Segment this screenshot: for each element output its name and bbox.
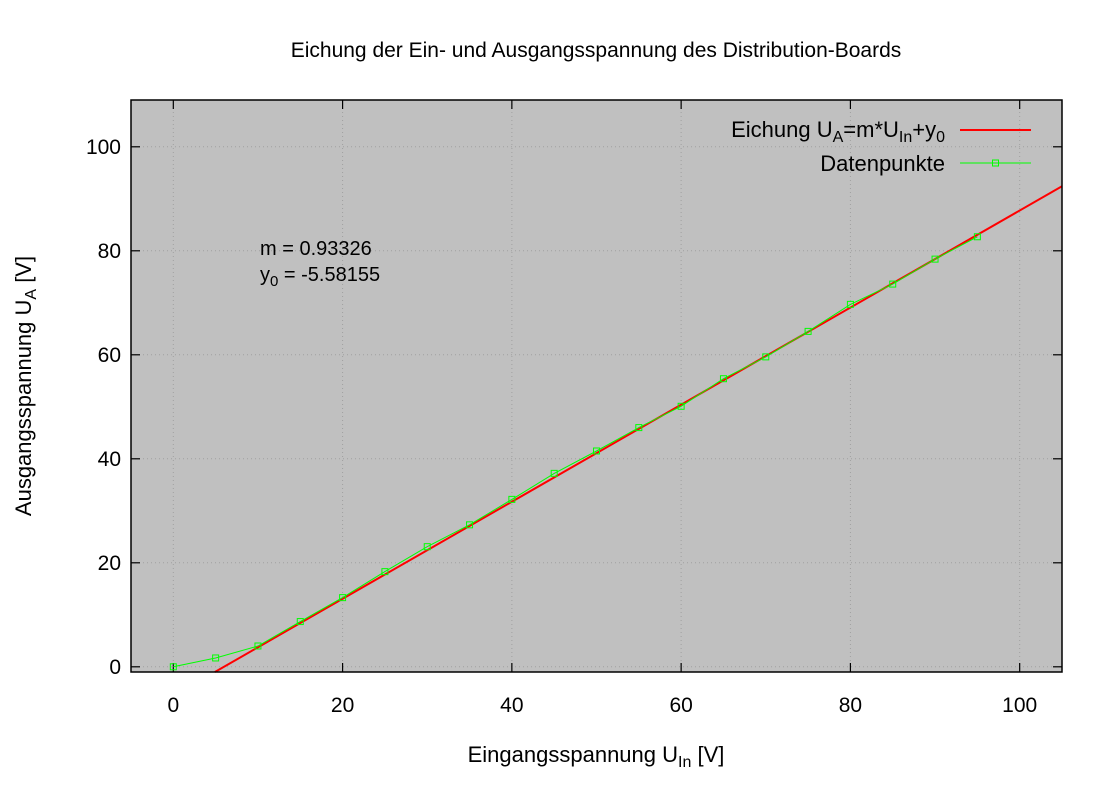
chart-title: Eichung der Ein- und Ausgangsspannung de… [291, 39, 902, 62]
data-point [381, 568, 389, 576]
data-point [169, 663, 177, 671]
data-point [762, 353, 770, 361]
plot-frame [130, 99, 1063, 673]
data-point [339, 594, 347, 602]
y-tick-label: 100 [86, 136, 121, 159]
x-tick-label: 0 [167, 694, 179, 717]
data-point [635, 424, 643, 432]
annotation-intercept: y0 = -5.58155 [260, 264, 380, 290]
data-point [466, 521, 474, 529]
legend-label-data: Datenpunkte [820, 151, 945, 176]
fit-parameters-annotation: m = 0.93326 y0 = -5.58155 [260, 238, 380, 290]
legend: Eichung UA=m*UIn+y0 Datenpunkte [731, 117, 1031, 176]
legend-swatch-marker [992, 159, 999, 167]
x-tick-label: 80 [839, 694, 862, 717]
y-tick-label: 20 [98, 552, 121, 575]
y-tick-label: 80 [98, 240, 121, 263]
data-point [804, 327, 812, 335]
data-point [254, 642, 262, 650]
grid [131, 100, 1062, 672]
data-point [508, 495, 516, 503]
y-tick-label: 60 [98, 344, 121, 367]
x-tick-label: 20 [331, 694, 354, 717]
legend-label-fit: Eichung UA=m*UIn+y0 [731, 117, 945, 146]
data-point [973, 233, 981, 241]
x-tick-label: 40 [500, 694, 523, 717]
data-point [931, 255, 939, 263]
x-tick-label: 100 [1002, 694, 1037, 717]
plot-area [131, 100, 1062, 672]
data-point [719, 375, 727, 383]
y-tick-label: 0 [109, 656, 121, 679]
y-axis-label: Ausgangsspannung UA [V] [11, 256, 40, 516]
x-tick-label: 60 [669, 694, 692, 717]
data-point [550, 469, 558, 477]
data-series-line [173, 236, 978, 668]
data-point [423, 543, 431, 551]
data-point [846, 300, 854, 308]
data-point [212, 654, 220, 662]
axis-ticks: 0 20 40 60 80 100 0 20 40 60 80 100 [86, 100, 1062, 717]
data-point [889, 280, 897, 288]
data-point [593, 447, 600, 455]
data-series [169, 233, 981, 671]
y-tick-label: 40 [98, 448, 121, 471]
x-axis-label: Eingangsspannung UIn [V] [468, 742, 725, 771]
data-point [296, 618, 304, 626]
data-point [677, 402, 685, 410]
annotation-slope: m = 0.93326 [260, 238, 372, 260]
